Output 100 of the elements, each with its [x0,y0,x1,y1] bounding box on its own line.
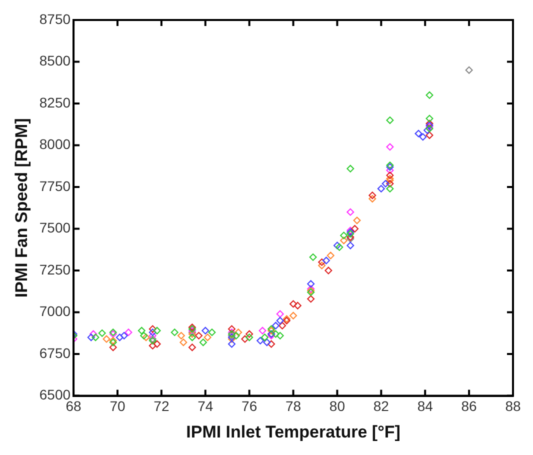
point [180,338,188,346]
y-axis-title: IPMI Fan Speed [RPM] [12,118,31,298]
point [309,253,317,261]
point [377,184,385,192]
point [98,329,106,337]
point [92,334,100,342]
point [142,334,150,342]
point [148,332,156,340]
point [307,280,315,288]
x-tick-label: 76 [242,398,258,414]
point [353,216,361,224]
point [368,192,376,200]
y-tick-label: 7750 [39,178,71,194]
point [386,184,394,192]
y-tick-label: 8000 [39,136,71,152]
point [307,295,315,303]
x-tick-label: 82 [373,398,390,414]
x-axis-title: IPMI Inlet Temperature [°F] [186,422,400,442]
point [256,336,264,344]
point [268,340,276,348]
point [120,332,128,340]
point [276,332,284,340]
y-tick-label: 8750 [39,10,71,27]
point [148,328,156,336]
point [87,334,95,342]
point [340,232,348,240]
point [263,338,271,346]
point [195,332,203,340]
point [294,302,302,310]
point [346,208,354,216]
point [153,340,161,348]
y-tick-label: 7000 [39,303,71,320]
point [465,66,473,74]
point [90,330,98,338]
y-tick-label: 7250 [39,261,71,278]
x-tick-label: 70 [110,398,126,414]
point [346,242,354,250]
point [426,91,434,99]
point [102,335,110,343]
point [351,225,359,233]
point [382,180,390,188]
point [246,334,254,342]
point [386,166,394,174]
x-tick-label: 80 [329,398,346,414]
point [241,335,249,343]
point [116,334,124,342]
point [368,194,376,202]
point [232,332,240,340]
point [260,334,268,342]
point [124,328,132,336]
point [199,338,207,346]
y-tick-label: 8500 [39,52,71,69]
point [318,262,326,270]
point [426,131,434,139]
point [109,344,117,352]
point [188,344,196,352]
x-tick-label: 88 [505,398,521,414]
point [272,330,280,338]
point [228,340,236,348]
point [386,172,394,180]
point [228,325,236,333]
point [386,180,394,188]
point [290,312,298,320]
point [386,116,394,124]
point [290,300,298,308]
point [246,330,254,338]
point [188,334,196,342]
point [272,322,280,330]
x-tick-label: 86 [461,398,478,414]
y-tick-label: 6750 [39,344,71,361]
point [170,328,178,336]
point [386,176,394,184]
point [324,266,332,274]
x-tick-label: 68 [66,398,82,414]
point [204,334,212,342]
point [386,174,394,182]
point [340,236,348,244]
y-tick-label: 7500 [39,220,71,236]
point [148,325,156,333]
point [153,326,161,334]
x-tick-label: 84 [417,398,434,414]
point [419,133,427,141]
point [234,328,242,336]
point [318,258,326,266]
point [426,114,434,122]
point [208,328,216,336]
point [333,242,341,250]
point [177,332,185,340]
point [336,243,344,251]
point [276,310,284,318]
point [414,130,422,138]
y-tick-label: 8250 [39,94,71,110]
point [140,332,148,340]
point [138,326,146,334]
point [148,342,156,350]
point [276,316,284,324]
point [202,326,210,334]
point [278,322,286,330]
point [386,143,394,151]
x-tick-label: 74 [198,398,214,414]
